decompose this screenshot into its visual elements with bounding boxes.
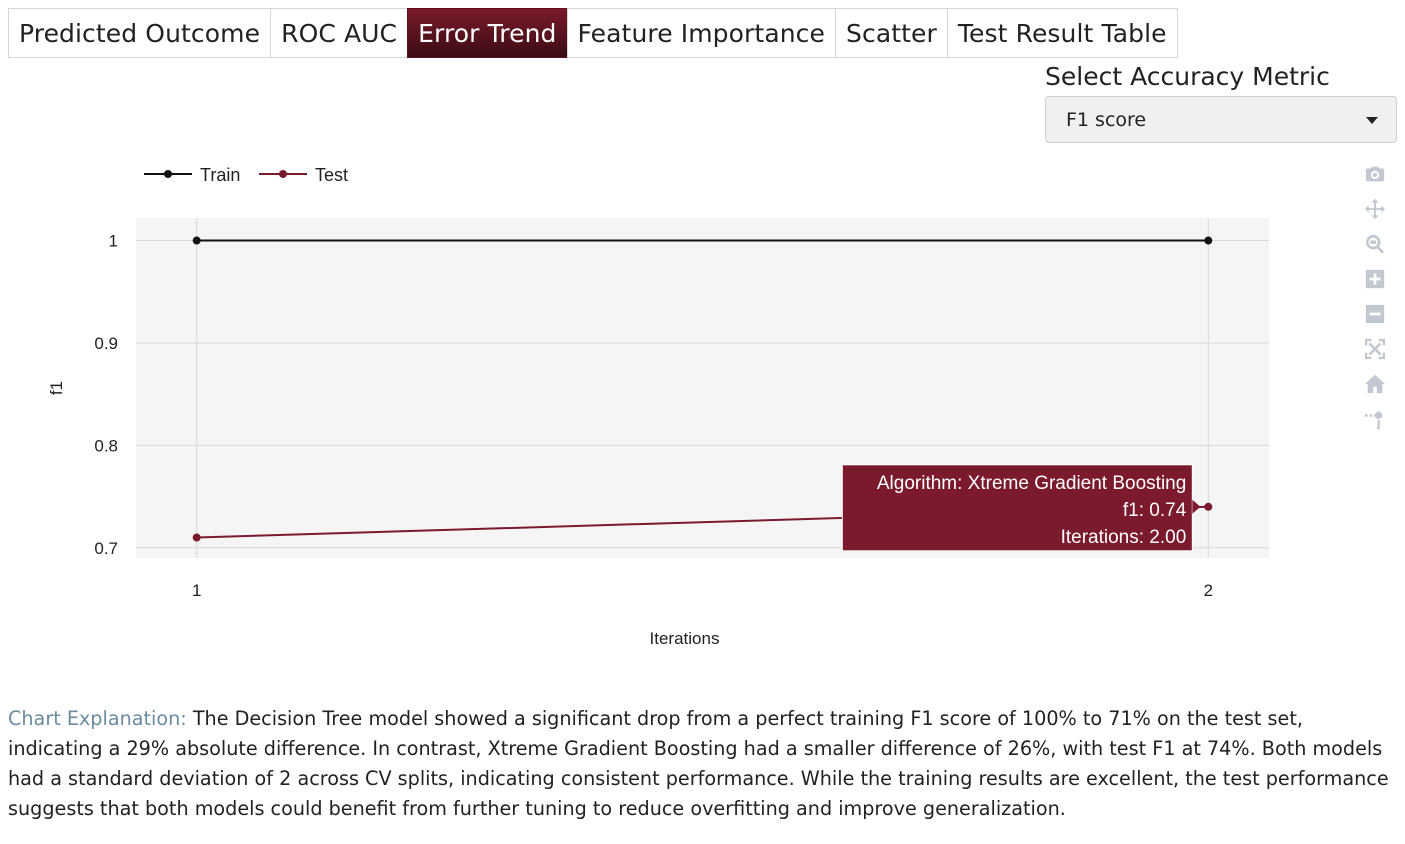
x-tick-label: 1	[192, 581, 201, 600]
tooltip-pointer	[1192, 499, 1201, 514]
data-point-train	[192, 236, 201, 245]
plot-modebar	[1360, 156, 1390, 436]
tab-bar: Predicted Outcome ROC AUC Error Trend Fe…	[8, 8, 1178, 58]
data-point-test	[1204, 502, 1213, 511]
y-tick-label: 1	[109, 232, 118, 251]
tab-predicted-outcome[interactable]: Predicted Outcome	[8, 8, 272, 58]
legend-label-train: Train	[200, 165, 240, 185]
chart-explanation-lead: Chart Explanation:	[8, 707, 187, 730]
x-axis-title: Iterations	[650, 629, 720, 648]
tab-roc-auc[interactable]: ROC AUC	[270, 8, 409, 58]
legend-marker-test	[279, 170, 287, 178]
tooltip-line: Algorithm: Xtreme Gradient Boosting	[877, 473, 1186, 494]
tab-feature-importance[interactable]: Feature Importance	[566, 8, 837, 58]
chevron-down-icon[interactable]	[1366, 117, 1378, 124]
tab-error-trend[interactable]: Error Trend	[407, 8, 568, 58]
pan-icon[interactable]	[1360, 191, 1390, 226]
tab-scatter[interactable]: Scatter	[835, 8, 948, 58]
autoscale-icon[interactable]	[1360, 331, 1390, 366]
tooltip-line: Iterations: 2.00	[1061, 527, 1187, 548]
tooltip-box	[841, 464, 1193, 552]
chart-explanation-text: The Decision Tree model showed a signifi…	[8, 707, 1389, 820]
tab-test-result-table[interactable]: Test Result Table	[946, 8, 1178, 58]
chart-legend: Train Test	[144, 165, 348, 185]
metric-select[interactable]: F1 score	[1045, 96, 1397, 143]
data-point-test	[192, 533, 201, 542]
y-tick-label: 0.9	[94, 334, 118, 353]
zoom-in-icon[interactable]	[1360, 261, 1390, 296]
y-tick-label: 0.7	[94, 539, 118, 558]
camera-icon[interactable]	[1360, 156, 1390, 191]
home-icon[interactable]	[1360, 366, 1390, 401]
zoom-icon[interactable]	[1360, 226, 1390, 261]
y-axis-ticks: 0.7 0.8 0.9 1	[94, 232, 118, 558]
zoom-out-icon[interactable]	[1360, 296, 1390, 331]
tooltip-line: f1: 0.74	[1123, 500, 1187, 521]
spike-lines-icon[interactable]	[1360, 401, 1390, 436]
hover-tooltip: Algorithm: Xtreme Gradient Boosting f1: 0…	[841, 464, 1201, 552]
data-point-train	[1204, 236, 1213, 245]
y-axis-title: f1	[47, 381, 66, 395]
metric-select-value: F1 score	[1066, 108, 1147, 131]
legend-marker-train	[164, 170, 172, 178]
x-tick-label: 2	[1204, 581, 1213, 600]
legend-label-test: Test	[315, 165, 348, 185]
chart-explanation: Chart Explanation: The Decision Tree mod…	[8, 704, 1398, 824]
y-tick-label: 0.8	[94, 436, 118, 455]
metric-selector-label: Select Accuracy Metric	[1045, 62, 1330, 91]
